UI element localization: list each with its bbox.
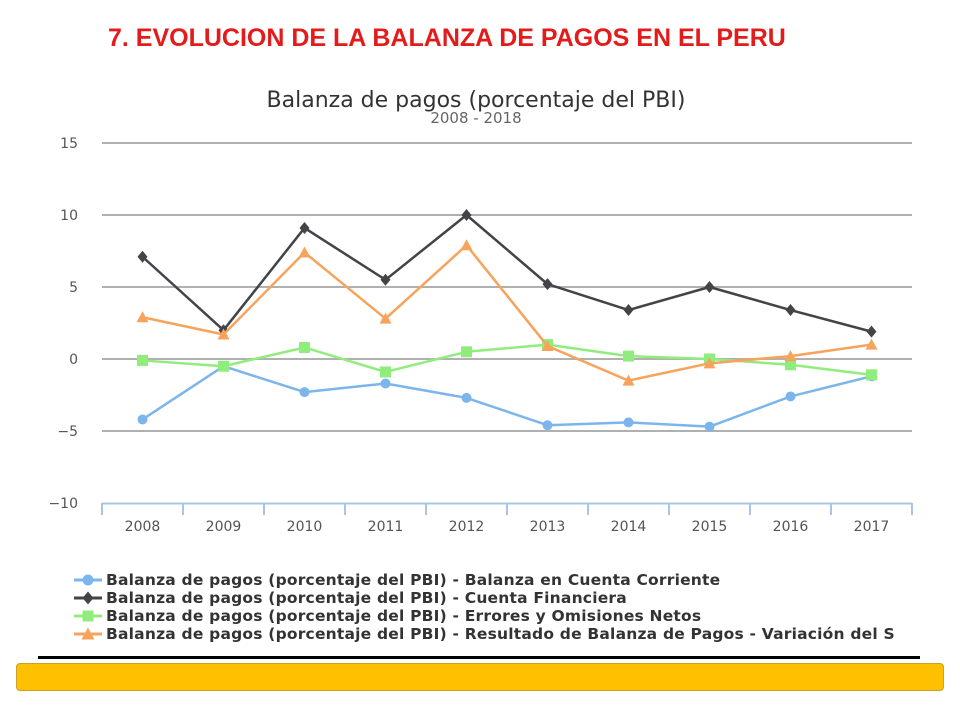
- legend-label: Balanza de pagos (porcentaje del PBI) - …: [106, 625, 895, 643]
- y-tick-label: 10: [60, 208, 78, 224]
- data-point[interactable]: [703, 357, 716, 369]
- data-point[interactable]: [865, 338, 878, 350]
- data-point[interactable]: [218, 360, 229, 372]
- data-point[interactable]: [299, 341, 310, 353]
- slide-title: 7. EVOLUCION DE LA BALANZA DE PAGOS EN E…: [108, 24, 786, 52]
- data-point[interactable]: [704, 421, 715, 432]
- data-point[interactable]: [137, 414, 148, 425]
- chart-legend: Balanza de pagos (porcentaje del PBI) - …: [72, 571, 922, 643]
- data-point[interactable]: [461, 346, 472, 358]
- legend-label: Balanza de pagos (porcentaje del PBI) - …: [106, 589, 627, 607]
- data-point[interactable]: [137, 250, 148, 263]
- data-point[interactable]: [380, 366, 391, 378]
- data-point[interactable]: [461, 392, 472, 403]
- y-tick-label: 0: [69, 352, 78, 368]
- legend-item-4[interactable]: Balanza de pagos (porcentaje del PBI) - …: [72, 625, 922, 643]
- data-point[interactable]: [785, 359, 796, 371]
- line-chart: Balanza de pagos (porcentaje del PBI) 20…: [48, 88, 913, 535]
- data-point[interactable]: [622, 374, 635, 386]
- x-tick-label: 2015: [692, 519, 728, 535]
- chart-title: Balanza de pagos (porcentaje del PBI): [267, 88, 686, 113]
- series-line: [141, 364, 872, 428]
- series-line: [142, 243, 872, 382]
- y-tick-label: 5: [69, 280, 78, 296]
- data-point[interactable]: [461, 209, 472, 221]
- chart-series-layer: [136, 209, 878, 432]
- data-point[interactable]: [380, 378, 391, 389]
- data-point[interactable]: [299, 387, 310, 398]
- x-tick-label: 2013: [530, 519, 566, 535]
- series-line: [142, 343, 872, 377]
- x-tick-label: 2008: [125, 519, 161, 535]
- y-tick-label: 15: [60, 136, 78, 152]
- x-tick-label: 2016: [773, 519, 809, 535]
- data-point[interactable]: [785, 304, 796, 317]
- data-point[interactable]: [298, 246, 311, 258]
- x-tick-label: 2010: [287, 519, 323, 535]
- data-point[interactable]: [704, 281, 715, 293]
- data-point[interactable]: [299, 221, 310, 234]
- data-point[interactable]: [784, 350, 797, 362]
- data-point[interactable]: [379, 312, 392, 324]
- x-axis: 2008 2009 2010 2011 2012 2013 2014 2015 2016 2017: [101, 502, 913, 535]
- data-point[interactable]: [866, 325, 877, 338]
- data-point[interactable]: [866, 369, 877, 381]
- x-tick-label: 2014: [611, 519, 647, 535]
- data-point[interactable]: [460, 239, 473, 251]
- legend-label: Balanza de pagos (porcentaje del PBI) - …: [106, 571, 721, 589]
- y-axis: −10 −5 0 5 10 15: [48, 136, 78, 512]
- data-point[interactable]: [623, 350, 634, 362]
- series-1: [137, 361, 877, 432]
- data-point[interactable]: [623, 304, 634, 317]
- x-tick-label: 2017: [854, 519, 890, 535]
- data-point[interactable]: [542, 420, 553, 431]
- data-point[interactable]: [541, 340, 554, 352]
- legend-item-2[interactable]: Balanza de pagos (porcentaje del PBI) - …: [72, 589, 922, 607]
- legend-label: Balanza de pagos (porcentaje del PBI) - …: [106, 607, 702, 625]
- chart-gridlines: [102, 142, 912, 432]
- legend-item-3[interactable]: Balanza de pagos (porcentaje del PBI) - …: [72, 607, 922, 625]
- legend-symbol: [74, 591, 102, 605]
- x-tick-label: 2011: [368, 519, 404, 535]
- legend-symbol: [74, 574, 102, 586]
- data-point[interactable]: [785, 391, 796, 402]
- y-tick-label: −10: [48, 496, 78, 512]
- data-point[interactable]: [137, 354, 148, 366]
- x-tick-label: 2009: [206, 519, 242, 535]
- x-tick-label: 2012: [449, 519, 485, 535]
- series-line: [141, 213, 872, 333]
- data-point[interactable]: [136, 311, 149, 323]
- legend-symbol: [74, 610, 102, 622]
- legend-symbol: [74, 627, 102, 640]
- legend-item-1[interactable]: Balanza de pagos (porcentaje del PBI) - …: [72, 571, 922, 589]
- data-point[interactable]: [623, 417, 634, 428]
- series-2: [137, 209, 877, 338]
- series-4: [136, 239, 878, 386]
- footer-bar: [16, 663, 944, 691]
- divider-line: [38, 656, 920, 659]
- data-point[interactable]: [217, 328, 230, 340]
- data-point[interactable]: [380, 273, 391, 286]
- chart-subtitle: 2008 - 2018: [430, 109, 521, 127]
- y-tick-label: −5: [57, 424, 78, 440]
- data-point[interactable]: [542, 278, 553, 291]
